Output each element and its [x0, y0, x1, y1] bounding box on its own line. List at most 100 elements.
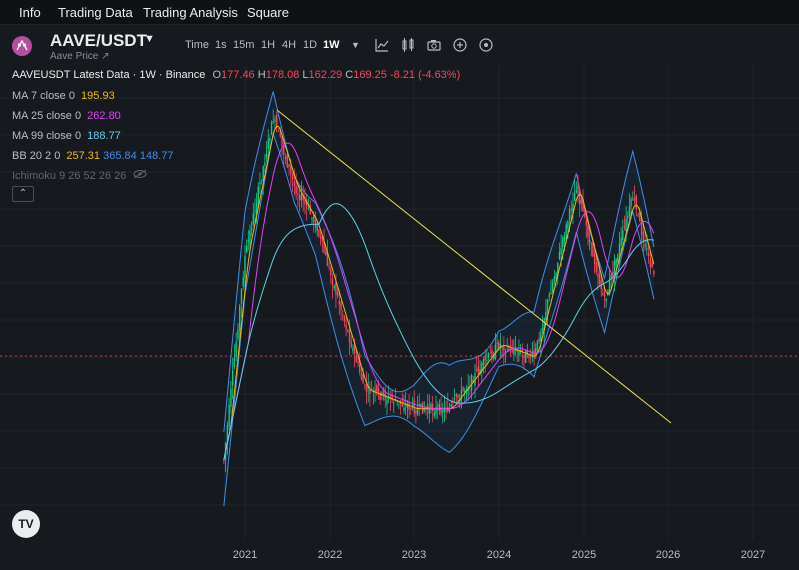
candle-body [372, 391, 375, 393]
candle-body [481, 363, 483, 372]
timeframe-1h[interactable]: 1H [261, 39, 276, 51]
candle-body [592, 240, 594, 257]
tab-info[interactable]: Info [19, 5, 41, 20]
candle-body [305, 199, 308, 207]
ma25-line [223, 142, 655, 461]
timeframe-1d[interactable]: 1D [303, 39, 318, 51]
candle-body [369, 389, 371, 394]
candle-body [575, 190, 578, 193]
candle-body [513, 350, 515, 356]
timeframe-1w[interactable]: 1W [323, 39, 340, 51]
x-tick-2024: 2024 [486, 549, 512, 561]
candle-body [382, 388, 385, 395]
candle-body [370, 389, 373, 391]
timeframe-15m[interactable]: 15m [233, 39, 255, 51]
candle-body [608, 280, 611, 294]
candle-body [300, 194, 303, 200]
candle-body [359, 360, 361, 373]
tab-trading-data[interactable]: Trading Data [58, 5, 133, 20]
candle-body [257, 186, 259, 204]
candle-body [642, 231, 645, 242]
price-chart[interactable] [0, 65, 799, 570]
tab-square[interactable]: Square [247, 5, 289, 20]
pair-title[interactable]: AAVE/USDT [50, 31, 147, 50]
candle-body [582, 198, 584, 212]
candle-body [550, 293, 552, 295]
candle-body [597, 274, 599, 277]
tab-trading-analysis[interactable]: Trading Analysis [143, 5, 238, 20]
aave-logo-icon [12, 36, 32, 56]
indicators-icon[interactable] [374, 37, 390, 53]
candle-body [557, 262, 559, 277]
legend-ma7[interactable]: MA 7 close 0 195.93 [12, 90, 115, 102]
legend-ichimoku[interactable]: Ichimoku 9 26 52 26 26 [12, 169, 147, 182]
candle-body [364, 384, 366, 386]
timeframe-time[interactable]: Time [185, 39, 210, 51]
candle-body [647, 252, 650, 257]
candle-body [570, 208, 572, 210]
candle-body [499, 344, 502, 349]
timeframe-1s[interactable]: 1s [215, 39, 227, 51]
timeframe-more-icon[interactable]: ▼ [351, 40, 360, 50]
candle-body [298, 194, 301, 201]
candle-body [262, 166, 264, 181]
candle-body [274, 119, 276, 122]
candle-body [293, 181, 296, 187]
candle-body [580, 200, 583, 204]
bb-low-value: 148.77 [139, 150, 174, 162]
candle-body [242, 277, 244, 287]
chart-canvas[interactable] [0, 65, 799, 570]
candle-body [259, 182, 261, 184]
legend-ma99[interactable]: MA 99 close 0 188.77 [12, 130, 121, 142]
candle-body [511, 349, 513, 352]
candle-body [498, 341, 500, 349]
candle-body [269, 138, 271, 141]
collapse-legend-button[interactable]: ⌃ [12, 186, 34, 202]
timeframe-4h[interactable]: 4H [282, 39, 297, 51]
candle-body [623, 226, 626, 228]
ma25-value: 262.80 [87, 110, 121, 122]
candle-body [401, 403, 403, 407]
candle-body [247, 239, 250, 242]
candle-body [462, 387, 464, 391]
bb-mid-value: 257.31 [66, 150, 101, 162]
legend-ma25[interactable]: MA 25 close 0 262.80 [12, 110, 121, 122]
candle-body [343, 316, 346, 322]
candle-body [615, 258, 617, 266]
candle-body [455, 393, 457, 397]
candle-type-icon[interactable] [400, 37, 416, 53]
candle-body [265, 153, 268, 159]
candle-body [516, 349, 518, 352]
candle-body [649, 258, 652, 268]
bb-up-value: 365.84 [103, 150, 137, 162]
candle-body [338, 300, 341, 305]
camera-icon[interactable] [426, 37, 442, 53]
candle-body [585, 220, 588, 226]
candle-body [503, 345, 505, 351]
candle-body [482, 359, 485, 365]
pair-dropdown-icon[interactable]: ▼ [144, 33, 155, 45]
candle-body [479, 369, 481, 375]
candle-body [291, 173, 294, 180]
hidden-eye-icon[interactable] [133, 169, 147, 179]
candle-body [418, 403, 420, 405]
candle-body [391, 394, 393, 401]
candle-body [644, 244, 646, 248]
candle-body [486, 360, 488, 362]
candle-body [226, 425, 229, 445]
candle-body [336, 292, 339, 297]
legend-bb[interactable]: BB 20 2 0 257.31 365.84 148.77 [12, 150, 174, 162]
tradingview-logo-icon[interactable]: TV [12, 510, 40, 538]
change-value: -8.21 (-4.63%) [389, 69, 461, 81]
add-circle-icon[interactable] [452, 37, 468, 53]
candle-body [307, 207, 310, 209]
candle-body [494, 344, 497, 360]
candle-body [562, 236, 564, 248]
candle-body [272, 121, 274, 123]
candle-body [573, 193, 576, 201]
candle-body [350, 341, 352, 348]
pair-subtitle-link[interactable]: Aave Price ↗ [50, 51, 110, 62]
open-value: 177.46 [221, 69, 255, 81]
settings-icon[interactable] [478, 37, 494, 53]
candle-body [313, 214, 315, 223]
